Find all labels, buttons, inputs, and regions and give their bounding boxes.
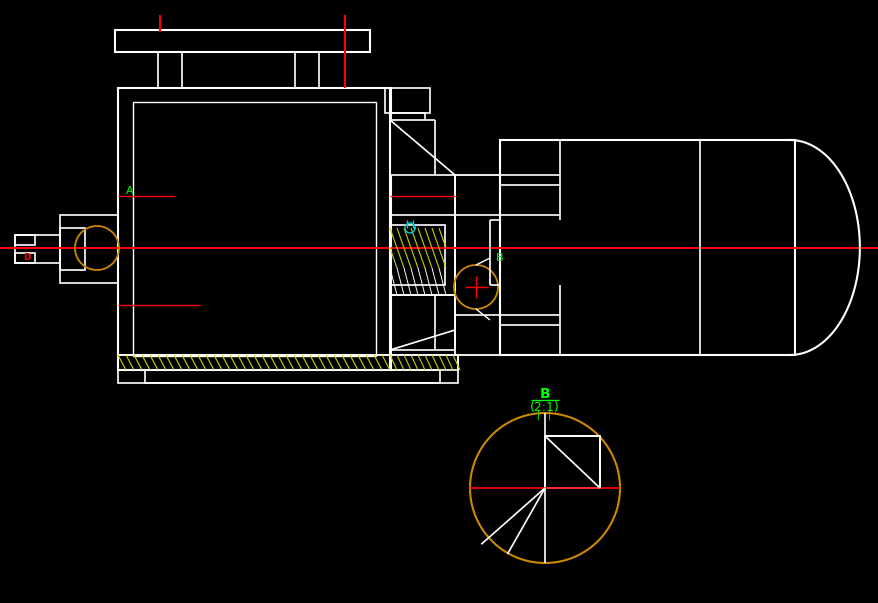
Bar <box>455 175 500 355</box>
Bar <box>115 30 370 52</box>
Bar <box>544 436 600 488</box>
Bar <box>455 215 500 315</box>
Bar <box>118 88 391 370</box>
Bar <box>390 225 444 285</box>
Text: D: D <box>23 253 31 262</box>
Bar <box>295 52 319 88</box>
Bar <box>390 113 425 138</box>
Bar <box>118 355 457 383</box>
Text: B: B <box>539 387 550 401</box>
Bar <box>60 228 85 270</box>
Bar <box>15 235 35 245</box>
Text: B: B <box>495 253 503 263</box>
Bar <box>544 436 600 488</box>
Bar <box>15 235 60 263</box>
Text: |: | <box>547 410 551 420</box>
Bar <box>118 355 457 370</box>
Polygon shape <box>390 120 455 175</box>
Bar <box>500 140 794 355</box>
Bar <box>145 370 440 383</box>
Bar <box>385 88 429 113</box>
Text: (2:1): (2:1) <box>529 402 559 414</box>
Bar <box>390 215 455 295</box>
Bar <box>133 102 376 356</box>
Text: A: A <box>126 186 133 196</box>
Bar <box>15 253 35 263</box>
Bar <box>60 215 118 283</box>
Bar <box>158 52 182 88</box>
Text: |: | <box>536 410 540 420</box>
